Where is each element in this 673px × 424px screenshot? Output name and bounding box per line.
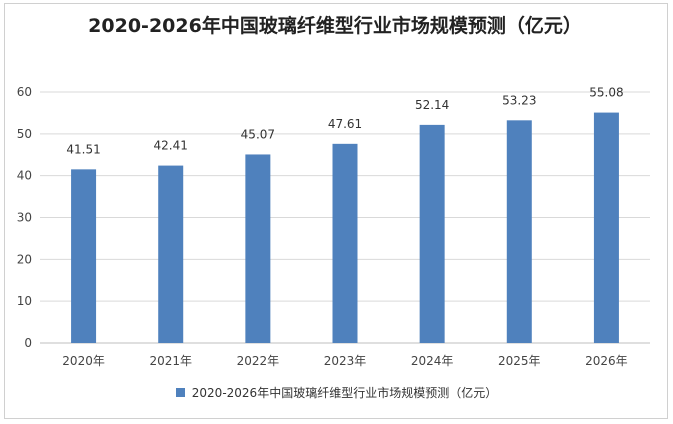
- x-tick-label: 2020年: [62, 354, 105, 368]
- bar: [245, 154, 271, 343]
- bar: [158, 165, 184, 343]
- y-tick-label: 10: [17, 294, 32, 308]
- y-tick-label: 20: [17, 252, 32, 266]
- y-tick-label: 30: [17, 211, 32, 225]
- data-label: 52.14: [415, 98, 449, 112]
- bar: [71, 169, 97, 343]
- x-tick-label: 2025年: [498, 354, 541, 368]
- bar: [332, 143, 358, 343]
- data-label: 45.07: [241, 127, 275, 141]
- legend-label: 2020-2026年中国玻璃纤维型行业市场规模预测（亿元）: [191, 386, 498, 400]
- y-tick-label: 40: [17, 169, 32, 183]
- data-label: 53.23: [502, 93, 536, 107]
- y-tick-label: 60: [17, 85, 32, 99]
- y-axis-ticks: 0 10 20 30 40 50 60: [17, 85, 32, 350]
- bar: [419, 124, 445, 343]
- x-tick-label: 2026年: [585, 354, 628, 368]
- y-tick-label: 0: [24, 336, 32, 350]
- bars: [71, 112, 619, 343]
- bar: [506, 120, 532, 343]
- y-tick-label: 50: [17, 127, 32, 141]
- data-label: 47.61: [328, 117, 362, 131]
- x-tick-label: 2024年: [411, 354, 454, 368]
- data-label: 41.51: [66, 142, 100, 156]
- bar: [593, 112, 619, 343]
- legend: 2020-2026年中国玻璃纤维型行业市场规模预测（亿元）: [0, 384, 673, 401]
- data-label: 55.08: [589, 86, 623, 100]
- data-label: 42.41: [154, 139, 188, 153]
- x-axis-ticks: 2020年 2021年 2022年 2023年 2024年 2025年 2026年: [62, 354, 627, 368]
- legend-swatch: [175, 388, 185, 397]
- x-tick-label: 2021年: [149, 354, 192, 368]
- x-tick-label: 2022年: [237, 354, 280, 368]
- chart-title: 2020-2026年中国玻璃纤维型行业市场规模预测（亿元）: [88, 15, 582, 37]
- x-tick-label: 2023年: [324, 354, 367, 368]
- data-labels: 41.51 42.41 45.07 47.61 52.14 53.23 55.08: [66, 86, 623, 157]
